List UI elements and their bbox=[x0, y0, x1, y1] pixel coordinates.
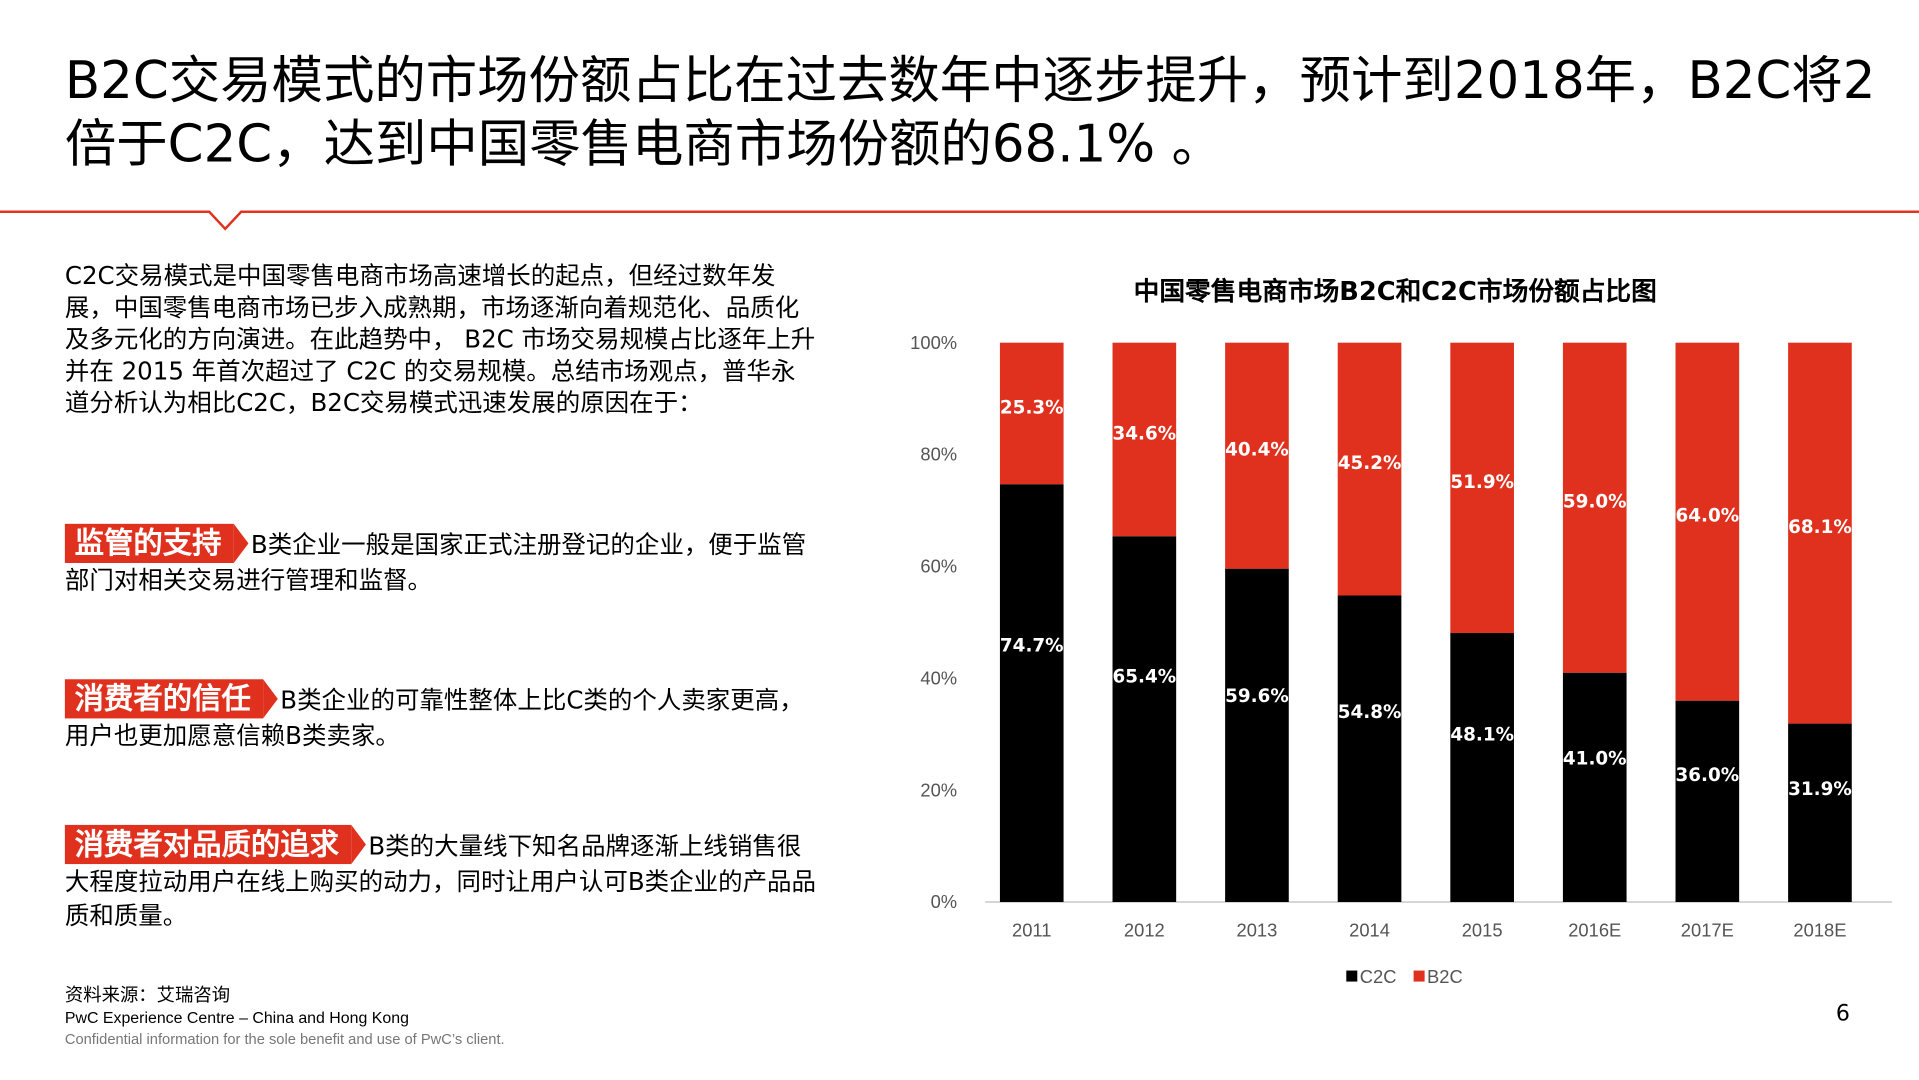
point-text: B类企业一般是国家正式注册登记的企业，便于监管部门对相关交易进行管理和监督。 bbox=[64, 529, 807, 595]
bar-b2c bbox=[1788, 342, 1852, 724]
y-tick-label: 0% bbox=[931, 891, 958, 912]
legend-label: B2C bbox=[1427, 966, 1463, 987]
bar-c2c bbox=[1112, 536, 1177, 903]
intro-paragraph: C2C交易模式是中国零售电商市场高速增长的起点，但经过数年发展，中国零售电商市场… bbox=[64, 260, 816, 418]
bar-c2c bbox=[1450, 632, 1514, 903]
x-tick-label: 2016E bbox=[1568, 919, 1621, 940]
y-tick-label: 100% bbox=[910, 332, 957, 353]
data-label: 59.0% bbox=[1563, 492, 1627, 513]
divider bbox=[0, 210, 1919, 213]
bar-c2c bbox=[1675, 700, 1740, 903]
x-tick-label: 2017E bbox=[1681, 919, 1734, 940]
point-regulation: 监管的支持 B类企业一般是国家正式注册登记的企业，便于监管部门对相关交易进行管理和… bbox=[64, 523, 818, 597]
data-label: 68.1% bbox=[1788, 517, 1852, 538]
data-label: 41.0% bbox=[1563, 748, 1627, 769]
bar-b2c bbox=[1337, 342, 1402, 596]
footer-company: PwC Experience Centre – China and Hong K… bbox=[64, 1008, 409, 1027]
legend-label: C2C bbox=[1360, 966, 1397, 987]
legend-swatch bbox=[1346, 970, 1358, 982]
data-label: 36.0% bbox=[1676, 765, 1740, 786]
point-text: B类的大量线下知名品牌逐渐上线销售很大程度拉动用户在线上购买的动力，同时让用户认… bbox=[64, 831, 817, 931]
y-tick-label: 20% bbox=[920, 779, 957, 800]
data-label: 51.9% bbox=[1450, 472, 1514, 493]
data-label: 45.2% bbox=[1338, 453, 1402, 474]
data-label: 25.3% bbox=[1000, 397, 1064, 418]
bar-b2c bbox=[1562, 342, 1627, 673]
x-tick-label: 2011 bbox=[1012, 919, 1051, 940]
bar-c2c bbox=[1337, 595, 1402, 903]
data-label: 31.9% bbox=[1788, 779, 1852, 800]
footer-confidential: Confidential information for the sole be… bbox=[64, 1030, 505, 1048]
x-tick-label: 2018E bbox=[1793, 919, 1846, 940]
data-label: 48.1% bbox=[1450, 725, 1514, 746]
legend-swatch bbox=[1413, 970, 1425, 982]
point-text: B类企业的可靠性整体上比C类的个人卖家更高，用户也更加愿意信赖B类卖家。 bbox=[64, 685, 804, 751]
source-note: 资料来源：艾瑞咨询 bbox=[64, 984, 231, 1007]
x-tick-label: 2014 bbox=[1349, 919, 1390, 940]
bar-b2c bbox=[1112, 342, 1177, 537]
x-tick-label: 2015 bbox=[1462, 919, 1503, 940]
point-quality: 消费者对品质的追求 B类的大量线下知名品牌逐渐上线销售很大程度拉动用户在线上购买的… bbox=[64, 824, 818, 933]
bar-c2c bbox=[1562, 672, 1627, 903]
bar-b2c bbox=[999, 342, 1064, 485]
data-label: 40.4% bbox=[1225, 440, 1289, 461]
point-tag: 消费者的信任 bbox=[64, 679, 278, 719]
data-label: 65.4% bbox=[1113, 667, 1177, 688]
data-label: 59.6% bbox=[1225, 686, 1289, 707]
data-label: 54.8% bbox=[1338, 702, 1402, 723]
data-label: 34.6% bbox=[1113, 423, 1177, 444]
bar-b2c bbox=[1450, 342, 1514, 633]
y-tick-label: 40% bbox=[920, 667, 957, 688]
bar-b2c bbox=[1225, 342, 1289, 569]
point-tag: 消费者对品质的追求 bbox=[64, 824, 366, 865]
y-tick-label: 60% bbox=[920, 556, 957, 577]
divider-notch-icon bbox=[207, 210, 244, 231]
x-tick-label: 2013 bbox=[1237, 919, 1278, 940]
chart-title: 中国零售电商市场B2C和C2C市场份额占比图 bbox=[1133, 276, 1657, 306]
slide-title: B2C交易模式的市场份额占比在过去数年中逐步提升，预计到2018年，B2C将2倍… bbox=[64, 50, 1876, 174]
bar-c2c bbox=[1225, 568, 1289, 903]
y-tick-label: 80% bbox=[920, 444, 957, 465]
bar-c2c bbox=[1788, 723, 1852, 903]
x-tick-label: 2012 bbox=[1124, 919, 1165, 940]
point-tag: 监管的支持 bbox=[64, 523, 249, 563]
page-number: 6 bbox=[1835, 1001, 1850, 1027]
data-label: 64.0% bbox=[1676, 506, 1740, 527]
point-trust: 消费者的信任 B类企业的可靠性整体上比C类的个人卖家更高，用户也更加愿意信赖B类卖… bbox=[64, 679, 818, 752]
bar-b2c bbox=[1675, 342, 1740, 701]
data-label: 74.7% bbox=[1000, 635, 1064, 656]
bar-c2c bbox=[999, 484, 1064, 903]
stacked-bar-chart: 0% 20% 40% 60% 80% 100% 74.7% 25.3% 2011 65.4% 34.… bbox=[910, 332, 1893, 987]
